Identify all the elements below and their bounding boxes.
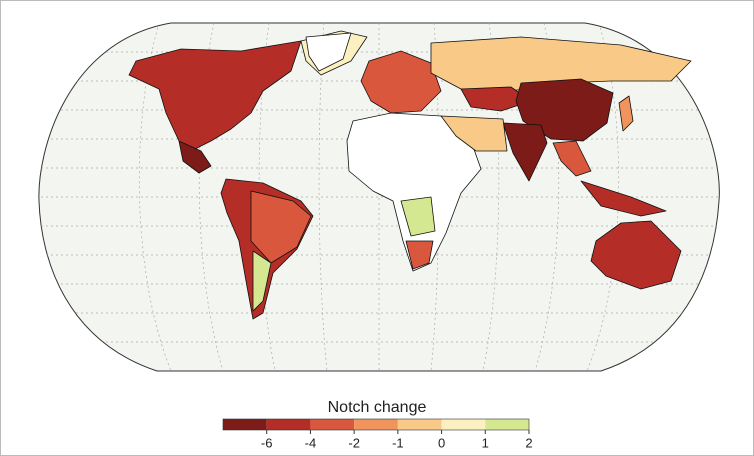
legend-tick-label: 0 <box>438 435 445 450</box>
legend-swatch <box>223 419 267 430</box>
southeast-asia <box>552 140 592 177</box>
legend: -6 -4 -2 -1 0 1 2 <box>222 418 533 450</box>
brazil <box>250 190 312 264</box>
legend-frame <box>222 418 530 431</box>
legend-swatch <box>485 419 529 430</box>
south-africa <box>405 240 434 270</box>
legend-swatch <box>441 419 486 430</box>
countries <box>128 30 692 320</box>
japan <box>618 95 634 132</box>
legend-tick-label: -4 <box>305 435 317 450</box>
mexico <box>178 140 212 174</box>
russia <box>430 36 692 92</box>
indonesia <box>580 180 667 217</box>
legend-tick-label: -2 <box>348 435 360 450</box>
india <box>502 122 548 182</box>
legend-tick-label: -6 <box>261 435 273 450</box>
legend-swatch <box>354 419 398 430</box>
central-africa <box>400 196 436 237</box>
legend-tick-label: -1 <box>392 435 404 450</box>
europe <box>360 50 442 114</box>
central-asia <box>460 86 532 112</box>
legend-tick-label: 1 <box>482 435 489 450</box>
australia <box>590 220 682 290</box>
legend-swatch <box>310 419 355 430</box>
middle-east <box>440 115 508 152</box>
greenland-fill <box>305 32 352 72</box>
legend-tick-label: 2 <box>525 435 532 450</box>
north-america <box>128 40 302 152</box>
legend-swatch <box>397 419 442 430</box>
legend-swatch <box>266 419 311 430</box>
legend-title: Notch change <box>328 399 427 416</box>
argentina <box>252 250 272 312</box>
